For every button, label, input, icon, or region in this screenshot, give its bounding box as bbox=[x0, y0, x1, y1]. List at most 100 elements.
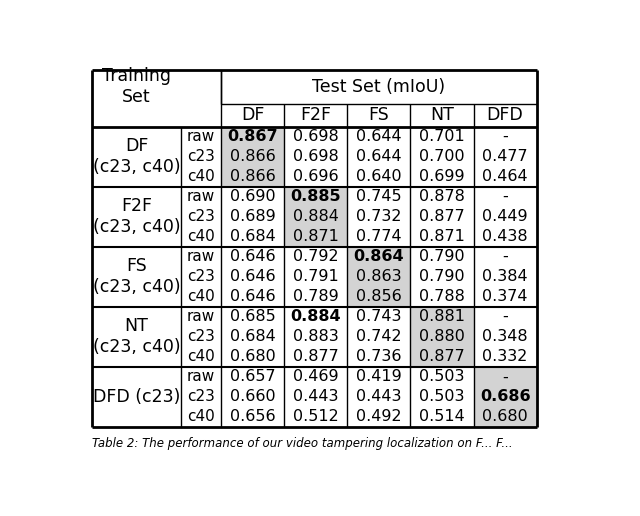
Text: 0.871: 0.871 bbox=[292, 229, 339, 244]
Text: 0.644: 0.644 bbox=[356, 149, 402, 164]
Text: 0.640: 0.640 bbox=[356, 169, 402, 184]
Text: 0.685: 0.685 bbox=[230, 309, 275, 324]
Text: 0.788: 0.788 bbox=[419, 289, 465, 304]
Bar bbox=[284, 187, 348, 247]
Text: c40: c40 bbox=[187, 289, 215, 304]
Text: 0.646: 0.646 bbox=[230, 249, 275, 264]
Text: 0.443: 0.443 bbox=[293, 390, 339, 405]
Text: 0.745: 0.745 bbox=[356, 189, 402, 204]
Text: 0.384: 0.384 bbox=[483, 269, 528, 284]
Text: 0.644: 0.644 bbox=[356, 129, 402, 144]
Text: 0.680: 0.680 bbox=[482, 409, 528, 424]
Text: -: - bbox=[502, 189, 508, 204]
Text: FS
(c23, c40): FS (c23, c40) bbox=[93, 257, 180, 296]
Text: 0.864: 0.864 bbox=[353, 249, 404, 264]
Text: 0.469: 0.469 bbox=[293, 369, 339, 384]
Text: -: - bbox=[502, 309, 508, 324]
Text: Table 2: The performance of our video tampering localization on F... F...: Table 2: The performance of our video ta… bbox=[92, 438, 513, 450]
Text: F2F: F2F bbox=[300, 106, 331, 124]
Text: F2F
(c23, c40): F2F (c23, c40) bbox=[93, 197, 180, 236]
Text: c40: c40 bbox=[187, 169, 215, 184]
Text: 0.332: 0.332 bbox=[483, 349, 528, 364]
Text: 0.878: 0.878 bbox=[419, 189, 465, 204]
Text: FS: FS bbox=[369, 106, 389, 124]
Text: Test Set (mIoU): Test Set (mIoU) bbox=[312, 77, 445, 95]
Text: 0.866: 0.866 bbox=[230, 169, 275, 184]
Text: 0.503: 0.503 bbox=[419, 390, 465, 405]
Text: 0.514: 0.514 bbox=[419, 409, 465, 424]
Text: 0.871: 0.871 bbox=[419, 229, 465, 244]
Text: 0.884: 0.884 bbox=[292, 209, 339, 224]
Bar bbox=[221, 126, 284, 187]
Text: 0.792: 0.792 bbox=[293, 249, 339, 264]
Text: 0.700: 0.700 bbox=[419, 149, 465, 164]
Text: 0.449: 0.449 bbox=[483, 209, 528, 224]
Text: 0.419: 0.419 bbox=[356, 369, 402, 384]
Text: 0.686: 0.686 bbox=[480, 390, 531, 405]
Text: 0.791: 0.791 bbox=[293, 269, 339, 284]
Text: DF
(c23, c40): DF (c23, c40) bbox=[93, 137, 180, 176]
Bar bbox=[348, 247, 410, 307]
Text: 0.877: 0.877 bbox=[419, 209, 465, 224]
Bar bbox=[474, 367, 537, 427]
Text: 0.646: 0.646 bbox=[230, 269, 275, 284]
Text: c40: c40 bbox=[187, 409, 215, 424]
Text: raw: raw bbox=[187, 309, 215, 324]
Text: 0.732: 0.732 bbox=[356, 209, 401, 224]
Text: 0.684: 0.684 bbox=[230, 329, 275, 344]
Text: 0.699: 0.699 bbox=[419, 169, 465, 184]
Text: 0.477: 0.477 bbox=[483, 149, 528, 164]
Text: 0.503: 0.503 bbox=[419, 369, 465, 384]
Text: c23: c23 bbox=[187, 269, 215, 284]
Text: 0.884: 0.884 bbox=[291, 309, 341, 324]
Text: 0.743: 0.743 bbox=[356, 309, 401, 324]
Text: 0.680: 0.680 bbox=[230, 349, 275, 364]
Text: 0.492: 0.492 bbox=[356, 409, 402, 424]
Text: 0.863: 0.863 bbox=[356, 269, 402, 284]
Text: 0.443: 0.443 bbox=[356, 390, 401, 405]
Text: 0.877: 0.877 bbox=[293, 349, 339, 364]
Text: 0.774: 0.774 bbox=[356, 229, 402, 244]
Text: 0.856: 0.856 bbox=[356, 289, 402, 304]
Text: 0.660: 0.660 bbox=[230, 390, 275, 405]
Text: -: - bbox=[502, 369, 508, 384]
Text: 0.464: 0.464 bbox=[483, 169, 528, 184]
Text: c40: c40 bbox=[187, 229, 215, 244]
Text: c23: c23 bbox=[187, 329, 215, 344]
Text: -: - bbox=[502, 249, 508, 264]
Text: 0.698: 0.698 bbox=[293, 149, 339, 164]
Text: 0.877: 0.877 bbox=[419, 349, 465, 364]
Text: 0.656: 0.656 bbox=[230, 409, 275, 424]
Text: 0.701: 0.701 bbox=[419, 129, 465, 144]
Text: 0.790: 0.790 bbox=[419, 249, 465, 264]
Text: 0.690: 0.690 bbox=[230, 189, 275, 204]
Text: 0.866: 0.866 bbox=[230, 149, 275, 164]
Text: NT
(c23, c40): NT (c23, c40) bbox=[93, 317, 180, 356]
Text: raw: raw bbox=[187, 129, 215, 144]
Text: 0.348: 0.348 bbox=[483, 329, 528, 344]
Text: c23: c23 bbox=[187, 209, 215, 224]
Text: 0.684: 0.684 bbox=[230, 229, 275, 244]
Text: c23: c23 bbox=[187, 390, 215, 405]
Text: 0.742: 0.742 bbox=[356, 329, 402, 344]
Text: 0.867: 0.867 bbox=[227, 129, 278, 144]
Text: 0.696: 0.696 bbox=[293, 169, 339, 184]
Text: 0.880: 0.880 bbox=[419, 329, 465, 344]
Bar bbox=[410, 307, 474, 367]
Text: DFD (c23): DFD (c23) bbox=[93, 388, 180, 406]
Text: 0.789: 0.789 bbox=[293, 289, 339, 304]
Text: c40: c40 bbox=[187, 349, 215, 364]
Text: raw: raw bbox=[187, 249, 215, 264]
Text: 0.374: 0.374 bbox=[483, 289, 528, 304]
Text: 0.438: 0.438 bbox=[483, 229, 528, 244]
Text: 0.790: 0.790 bbox=[419, 269, 465, 284]
Text: 0.698: 0.698 bbox=[293, 129, 339, 144]
Text: NT: NT bbox=[430, 106, 454, 124]
Text: DF: DF bbox=[241, 106, 264, 124]
Text: raw: raw bbox=[187, 189, 215, 204]
Text: 0.885: 0.885 bbox=[291, 189, 341, 204]
Text: Training
Set: Training Set bbox=[102, 67, 171, 106]
Text: 0.646: 0.646 bbox=[230, 289, 275, 304]
Text: 0.736: 0.736 bbox=[356, 349, 401, 364]
Text: c23: c23 bbox=[187, 149, 215, 164]
